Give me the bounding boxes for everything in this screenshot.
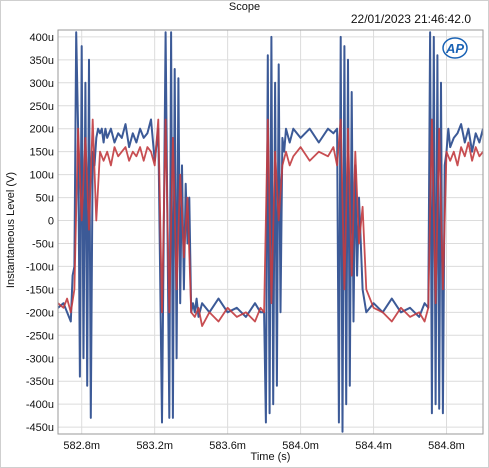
y-tick-label: -400u [26,399,54,411]
ap-logo-ring [442,37,468,59]
y-tick-label: -150u [26,284,54,296]
series-layer [58,31,483,433]
x-axis-label: Time (s) [250,451,291,463]
series-line-2 [58,118,483,328]
y-tick-label: 0 [48,216,54,228]
x-tick-label: 584.8m [428,440,465,452]
plot-frame [57,29,484,435]
ap-logo-text: AP [445,41,464,56]
tick-labels: 400u 350u 300u 250u 200u 150u 100u 50u 0 -50u -100… [26,32,465,452]
x-tick-label: 583.2m [136,440,173,452]
x-tick-label: 582.8m [63,440,100,452]
y-tick-label: 100u [30,170,54,182]
y-tick-label: -300u [26,353,54,365]
y-tick-label: -250u [26,330,54,342]
y-tick-label: 50u [36,193,54,205]
y-tick-label: 400u [30,32,54,44]
y-tick-label: -200u [26,307,54,319]
chart-title: Scope [228,1,261,13]
timestamp: 22/01/2023 21:46:42.0 [350,12,471,26]
x-tick-label: 584.4m [355,440,392,452]
y-tick-label: -350u [26,376,54,388]
ap-logo-icon: AP [442,37,468,59]
y-tick-label: -50u [32,238,54,250]
y-tick-label: -450u [26,422,54,434]
y-tick-label: -100u [26,261,54,273]
x-tick-label: 583.6m [209,440,246,452]
y-tick-label: 300u [30,78,54,90]
y-tick-label: 250u [30,101,54,113]
y-tick-label: 150u [30,147,54,159]
series-line-1 [58,31,483,433]
y-tick-label: 350u [30,55,54,67]
x-tick-label: 584.0m [282,440,319,452]
y-tick-label: 200u [30,124,54,136]
